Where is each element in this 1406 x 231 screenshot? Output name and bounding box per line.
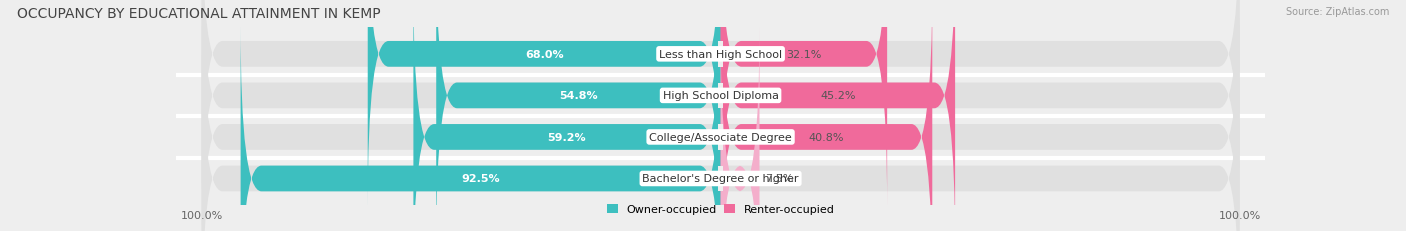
FancyBboxPatch shape	[201, 26, 1240, 231]
FancyBboxPatch shape	[718, 166, 723, 191]
FancyBboxPatch shape	[721, 0, 887, 207]
FancyBboxPatch shape	[368, 0, 721, 207]
Text: College/Associate Degree: College/Associate Degree	[650, 132, 792, 142]
Text: 54.8%: 54.8%	[560, 91, 598, 101]
Text: 92.5%: 92.5%	[461, 174, 501, 184]
FancyBboxPatch shape	[718, 42, 723, 67]
FancyBboxPatch shape	[436, 0, 721, 231]
FancyBboxPatch shape	[721, 0, 932, 231]
Text: Less than High School: Less than High School	[659, 50, 782, 60]
Text: 40.8%: 40.8%	[808, 132, 844, 142]
FancyBboxPatch shape	[721, 0, 955, 231]
Text: 45.2%: 45.2%	[820, 91, 856, 101]
Text: Bachelor's Degree or higher: Bachelor's Degree or higher	[643, 174, 799, 184]
FancyBboxPatch shape	[240, 26, 721, 231]
FancyBboxPatch shape	[721, 26, 759, 231]
Text: 32.1%: 32.1%	[786, 50, 821, 60]
Text: 68.0%: 68.0%	[524, 50, 564, 60]
FancyBboxPatch shape	[201, 0, 1240, 207]
FancyBboxPatch shape	[718, 125, 723, 150]
Text: OCCUPANCY BY EDUCATIONAL ATTAINMENT IN KEMP: OCCUPANCY BY EDUCATIONAL ATTAINMENT IN K…	[17, 7, 381, 21]
Text: Source: ZipAtlas.com: Source: ZipAtlas.com	[1285, 7, 1389, 17]
Legend: Owner-occupied, Renter-occupied: Owner-occupied, Renter-occupied	[606, 204, 835, 214]
Text: High School Diploma: High School Diploma	[662, 91, 779, 101]
Text: 59.2%: 59.2%	[548, 132, 586, 142]
FancyBboxPatch shape	[201, 0, 1240, 231]
FancyBboxPatch shape	[201, 0, 1240, 231]
FancyBboxPatch shape	[413, 0, 721, 231]
FancyBboxPatch shape	[718, 83, 723, 109]
Text: 7.5%: 7.5%	[765, 174, 793, 184]
